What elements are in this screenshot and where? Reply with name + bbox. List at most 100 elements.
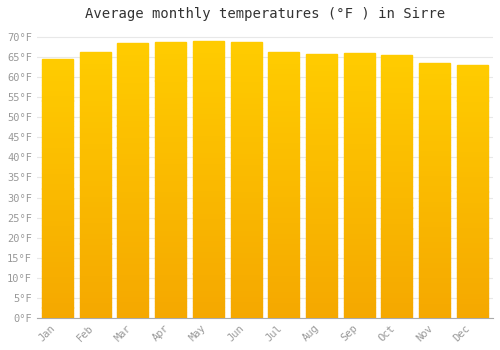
Bar: [419, 231, 450, 236]
Bar: [42, 173, 73, 178]
Bar: [457, 126, 488, 131]
Bar: [80, 153, 110, 159]
Bar: [457, 100, 488, 106]
Bar: [42, 183, 73, 189]
Bar: [80, 286, 110, 291]
Bar: [457, 90, 488, 96]
Bar: [457, 298, 488, 303]
Bar: [268, 270, 299, 275]
Bar: [193, 285, 224, 290]
Bar: [419, 134, 450, 140]
Bar: [80, 174, 110, 180]
Bar: [42, 230, 73, 235]
Bar: [155, 152, 186, 158]
Bar: [118, 257, 148, 263]
Bar: [80, 302, 110, 307]
Bar: [80, 244, 110, 249]
Bar: [419, 160, 450, 165]
Bar: [230, 163, 262, 169]
Bar: [42, 209, 73, 215]
Bar: [268, 217, 299, 222]
Bar: [155, 285, 186, 290]
Bar: [382, 197, 412, 202]
Bar: [118, 279, 148, 285]
Bar: [155, 147, 186, 152]
Bar: [419, 201, 450, 206]
Bar: [42, 90, 73, 95]
Bar: [42, 85, 73, 90]
Bar: [193, 152, 224, 157]
Bar: [118, 147, 148, 153]
Bar: [230, 59, 262, 64]
Bar: [42, 137, 73, 142]
Bar: [419, 252, 450, 257]
Bar: [306, 302, 337, 307]
Bar: [268, 307, 299, 313]
Bar: [382, 71, 412, 76]
Bar: [80, 90, 110, 95]
Bar: [42, 251, 73, 256]
Bar: [457, 191, 488, 197]
Title: Average monthly temperatures (°F ) in Sirre: Average monthly temperatures (°F ) in Si…: [85, 7, 445, 21]
Bar: [344, 148, 374, 154]
Bar: [344, 53, 374, 58]
Bar: [80, 121, 110, 127]
Bar: [344, 133, 374, 138]
Bar: [306, 59, 337, 64]
Bar: [80, 238, 110, 244]
Bar: [155, 75, 186, 80]
Bar: [419, 190, 450, 196]
Bar: [344, 238, 374, 244]
Bar: [306, 75, 337, 80]
Bar: [193, 146, 224, 152]
Bar: [457, 70, 488, 75]
Bar: [42, 214, 73, 219]
Bar: [193, 118, 224, 124]
Bar: [306, 223, 337, 228]
Bar: [344, 270, 374, 275]
Bar: [118, 43, 148, 49]
Bar: [155, 141, 186, 147]
Bar: [268, 121, 299, 126]
Bar: [230, 42, 262, 48]
Bar: [344, 217, 374, 223]
Bar: [193, 246, 224, 251]
Bar: [268, 132, 299, 137]
Bar: [419, 104, 450, 109]
Bar: [457, 166, 488, 171]
Bar: [306, 313, 337, 318]
Bar: [42, 188, 73, 194]
Bar: [42, 80, 73, 85]
Bar: [457, 242, 488, 247]
Bar: [457, 131, 488, 136]
Bar: [155, 208, 186, 213]
Bar: [268, 142, 299, 148]
Bar: [306, 218, 337, 223]
Bar: [118, 285, 148, 290]
Bar: [344, 175, 374, 180]
Bar: [230, 158, 262, 163]
Bar: [193, 185, 224, 190]
Bar: [230, 103, 262, 108]
Bar: [382, 202, 412, 208]
Bar: [155, 130, 186, 136]
Bar: [382, 286, 412, 292]
Bar: [118, 60, 148, 65]
Bar: [118, 208, 148, 213]
Bar: [42, 302, 73, 308]
Bar: [306, 260, 337, 265]
Bar: [155, 174, 186, 180]
Bar: [80, 196, 110, 201]
Bar: [419, 298, 450, 303]
Bar: [419, 196, 450, 201]
Bar: [457, 116, 488, 121]
Bar: [193, 224, 224, 229]
Bar: [118, 98, 148, 104]
Bar: [344, 186, 374, 191]
Bar: [230, 153, 262, 158]
Bar: [230, 307, 262, 312]
Bar: [344, 143, 374, 148]
Bar: [230, 252, 262, 257]
Bar: [155, 301, 186, 307]
Bar: [42, 106, 73, 111]
